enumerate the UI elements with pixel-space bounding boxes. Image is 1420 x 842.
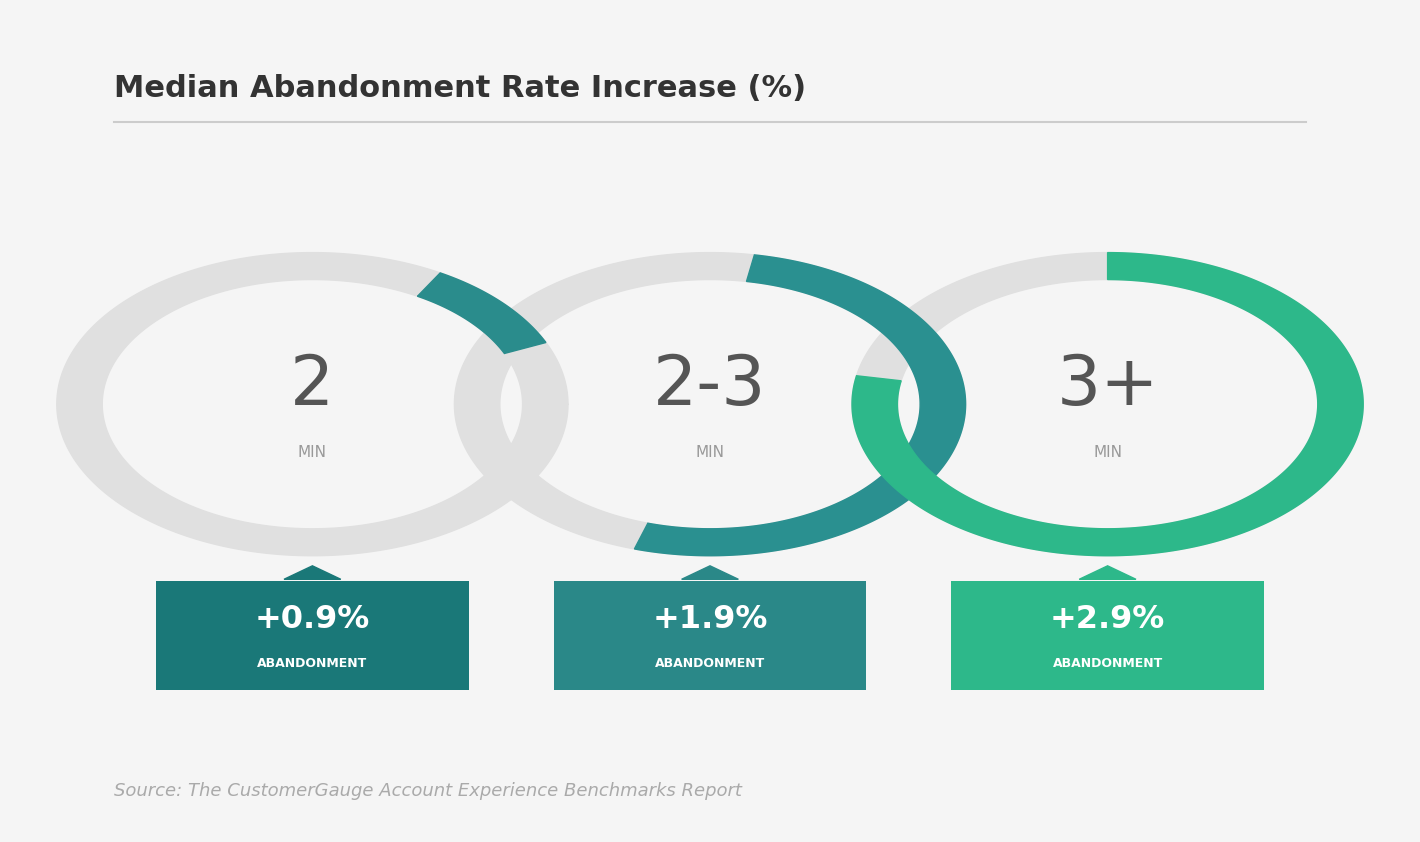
Text: +2.9%: +2.9% [1049,604,1166,635]
Text: MIN: MIN [696,445,724,461]
FancyBboxPatch shape [156,581,469,690]
Text: Median Abandonment Rate Increase (%): Median Abandonment Rate Increase (%) [114,74,805,103]
Text: +0.9%: +0.9% [254,604,371,635]
Text: ABANDONMENT: ABANDONMENT [655,657,765,669]
Polygon shape [682,566,738,579]
Polygon shape [635,255,966,556]
Text: 3+: 3+ [1056,352,1159,419]
FancyBboxPatch shape [951,581,1264,690]
Polygon shape [852,253,1363,556]
Text: +1.9%: +1.9% [652,604,768,635]
Text: MIN: MIN [298,445,327,461]
Polygon shape [1079,566,1136,579]
Text: Source: The CustomerGauge Account Experience Benchmarks Report: Source: The CustomerGauge Account Experi… [114,782,741,801]
Polygon shape [284,566,341,579]
Text: ABANDONMENT: ABANDONMENT [257,657,368,669]
Text: 2: 2 [290,352,335,419]
Polygon shape [852,253,1363,556]
Text: ABANDONMENT: ABANDONMENT [1052,657,1163,669]
Polygon shape [417,273,545,354]
Text: 2-3: 2-3 [653,352,767,419]
Text: MIN: MIN [1093,445,1122,461]
Polygon shape [57,253,568,556]
Polygon shape [454,253,966,556]
FancyBboxPatch shape [554,581,866,690]
